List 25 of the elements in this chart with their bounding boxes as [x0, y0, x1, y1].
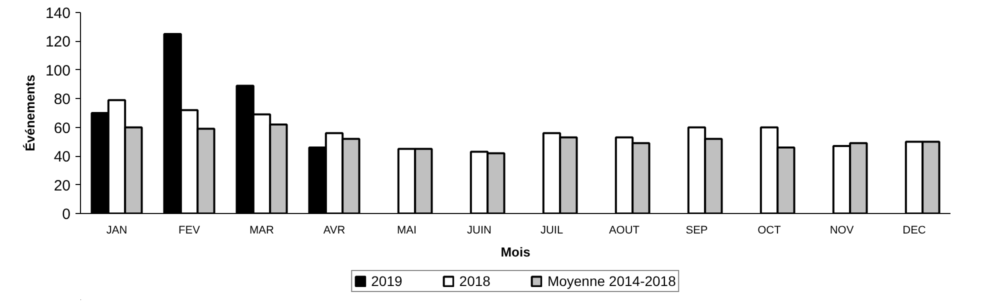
- x-tick-label: DEC: [902, 224, 926, 236]
- x-tick-label: MAI: [396, 224, 417, 236]
- y-tick-label: 20: [54, 177, 71, 194]
- legend-label: 2018: [459, 273, 490, 289]
- legend-label: 2019: [371, 273, 402, 289]
- x-tick-label: SEP: [686, 224, 708, 236]
- y-tick-label: 140: [45, 5, 71, 22]
- y-tick-label: 80: [54, 91, 71, 108]
- legend-label: Moyenne 2014-2018: [547, 273, 676, 289]
- y-tick-label: 60: [54, 120, 71, 137]
- y-tick-label: 0: [62, 206, 70, 223]
- x-tick-label: AOUT: [608, 224, 640, 236]
- y-axis-title: Événements: [22, 74, 38, 152]
- x-axis-title: Mois: [500, 244, 530, 260]
- x-tick-label: MAR: [250, 224, 274, 236]
- x-tick-label: JUIN: [467, 224, 492, 236]
- y-tick-label: 120: [45, 34, 71, 51]
- x-tick-label: AVR: [323, 224, 346, 236]
- x-tick-label: JAN: [106, 224, 128, 236]
- y-tick-label: 100: [45, 62, 71, 80]
- x-tick-label: JUIL: [540, 224, 564, 236]
- y-tick-label: 40: [54, 148, 71, 166]
- x-tick-label: FEV: [178, 224, 201, 236]
- x-tick-label: OCT: [758, 224, 782, 236]
- x-tick-label: NOV: [830, 224, 854, 236]
